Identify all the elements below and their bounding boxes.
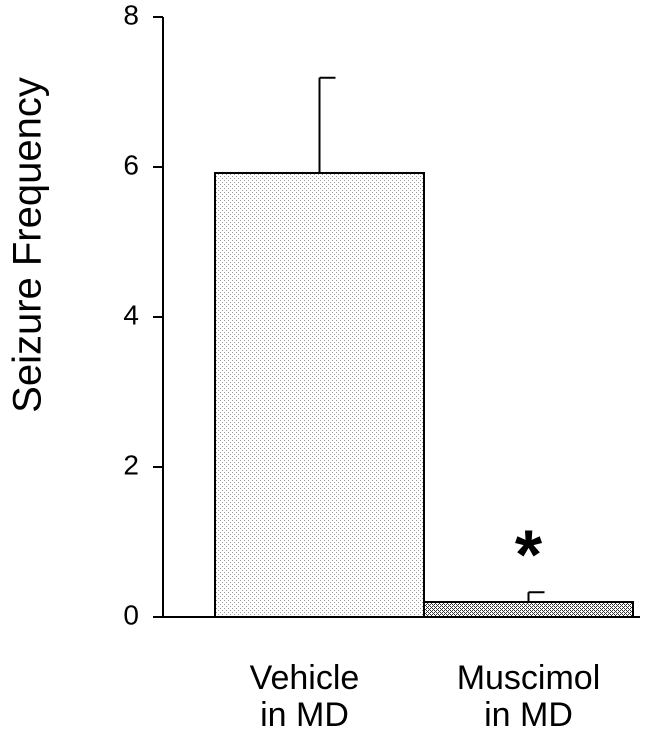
y-tick-label: 4 <box>123 299 139 330</box>
x-tick-label: Muscimol in MD <box>456 659 601 734</box>
page: {"chart_data": {"type": "bar", "y_label"… <box>5 0 640 734</box>
y-tick-label: 6 <box>123 149 139 180</box>
x-tick-label: Vehicle in MD <box>249 659 360 734</box>
y-tick-label: 8 <box>123 0 139 30</box>
bar <box>423 601 634 618</box>
bar <box>214 172 425 618</box>
chart: Seizure Frequency 0 2 4 6 8 * <box>6 0 640 630</box>
y-tick-label: 2 <box>123 449 139 480</box>
y-tick-label: 0 <box>123 599 139 630</box>
annotation: * <box>515 515 543 593</box>
y-axis-label: Seizure Frequency <box>6 77 50 413</box>
